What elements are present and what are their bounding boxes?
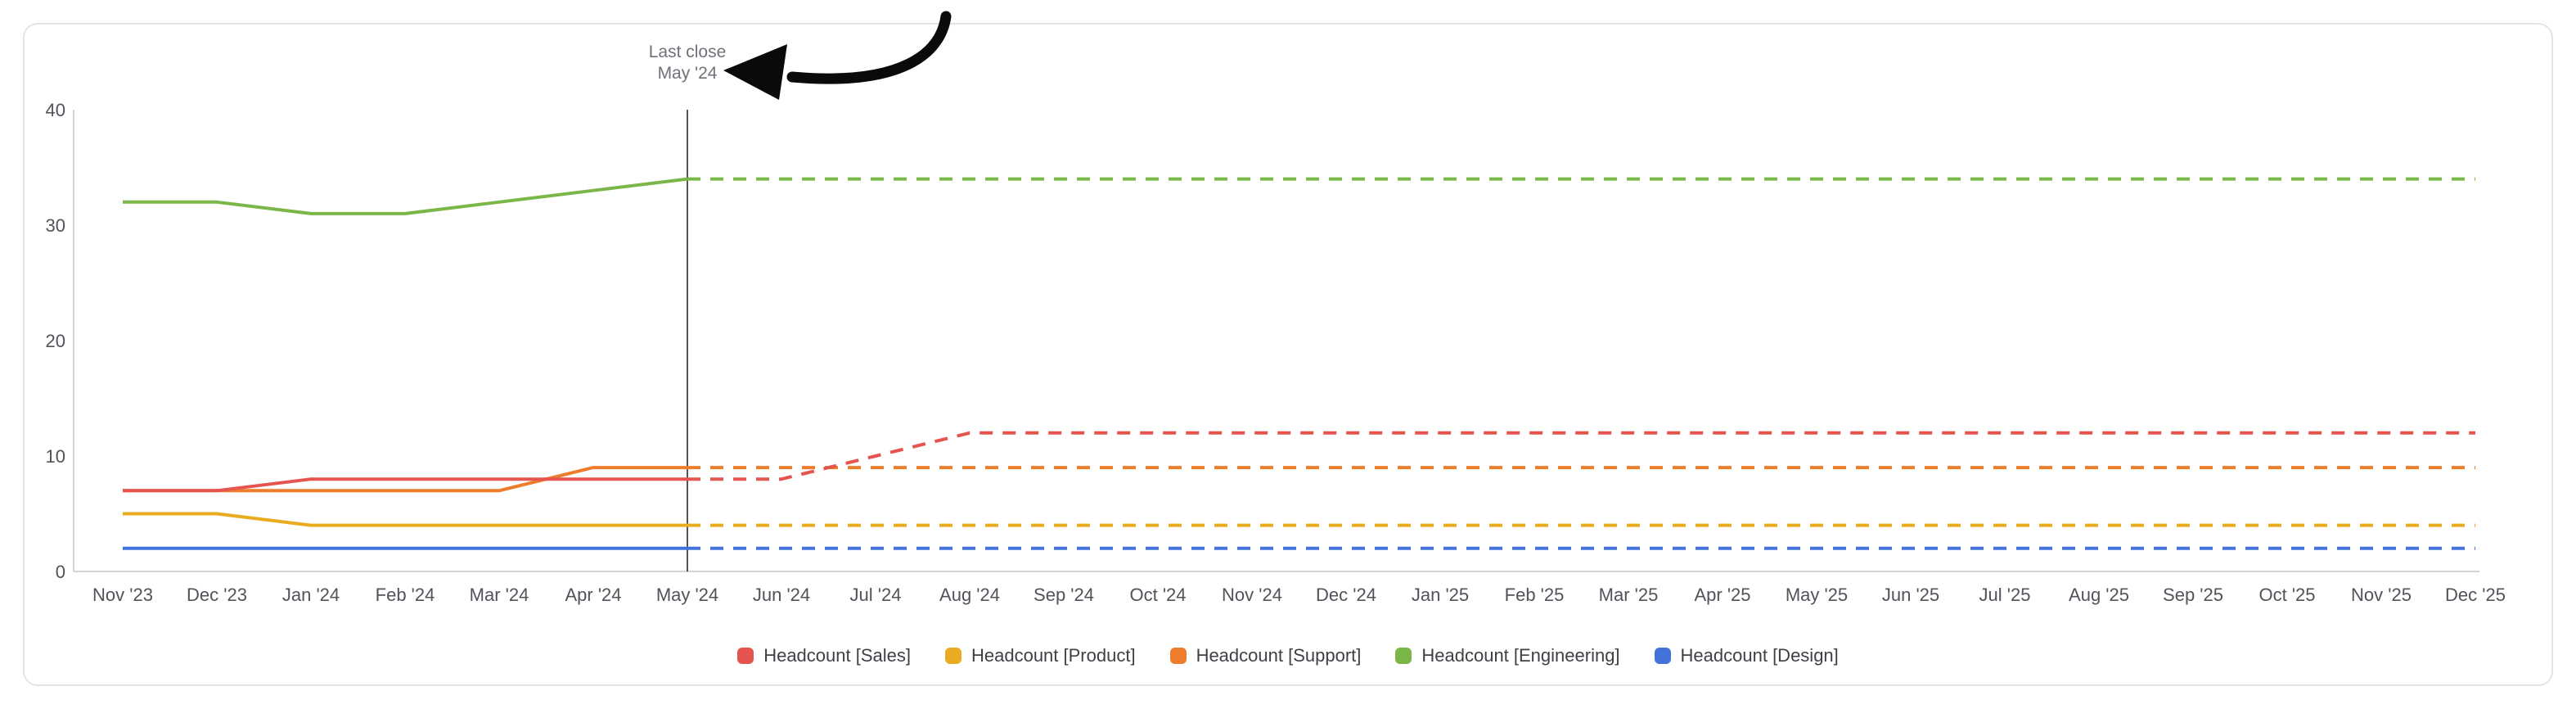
x-tick-label: Dec '23: [187, 585, 247, 605]
series-forecast-sales: [687, 431, 2475, 481]
legend-item-engineering[interactable]: Headcount [Engineering]: [1395, 645, 1620, 666]
legend-label: Headcount [Support]: [1196, 645, 1362, 666]
legend-item-sales[interactable]: Headcount [Sales]: [737, 645, 911, 666]
series-actuals-engineering: [123, 177, 688, 215]
series-actuals-product: [123, 512, 687, 527]
x-tick-label: Sep '25: [2163, 585, 2223, 605]
x-tick-label: Jul '24: [850, 585, 902, 605]
x-tick-label: Jan '25: [1412, 585, 1469, 605]
x-tick-label: Dec '24: [1316, 585, 1376, 605]
x-tick-label: Aug '25: [2069, 585, 2129, 605]
x-tick-label: May '25: [1786, 585, 1848, 605]
last-close-label-line2: May '24: [658, 64, 718, 83]
legend-label: Headcount [Engineering]: [1421, 645, 1620, 666]
chart-legend: Headcount [Sales] Headcount [Product] Head…: [25, 645, 2551, 666]
x-tick-label: Jun '24: [753, 585, 810, 605]
y-tick-label: 20: [46, 331, 65, 351]
x-tick-label: Jul '25: [1979, 585, 2031, 605]
x-tick-label: Apr '25: [1694, 585, 1750, 605]
x-tick-label: Nov '23: [92, 585, 153, 605]
x-tick-label: Oct '24: [1129, 585, 1186, 605]
legend-swatch-icon: [737, 648, 754, 664]
x-tick-label: Feb '25: [1505, 585, 1565, 605]
legend-item-design[interactable]: Headcount [Design]: [1654, 645, 1839, 666]
x-tick-label: Feb '24: [376, 585, 435, 605]
legend-swatch-icon: [1654, 648, 1671, 664]
x-tick-label: Apr '24: [565, 585, 621, 605]
x-tick-label: Dec '25: [2445, 585, 2506, 605]
x-tick-label: Mar '25: [1599, 585, 1659, 605]
legend-swatch-icon: [944, 648, 961, 664]
legend-label: Headcount [Product]: [971, 645, 1136, 666]
legend-swatch-icon: [1169, 648, 1187, 664]
annotation-arrow-head-icon: [723, 44, 787, 100]
chart-card: Headcount [Sales] Headcount [Product] Head…: [23, 23, 2553, 686]
y-tick-label: 0: [56, 562, 65, 582]
x-tick-label: Nov '24: [1222, 585, 1282, 605]
x-tick-label: Jun '25: [1882, 585, 1939, 605]
x-tick-label: Mar '24: [470, 585, 529, 605]
y-tick-label: 30: [46, 215, 65, 236]
x-tick-label: Sep '24: [1034, 585, 1094, 605]
legend-item-product[interactable]: Headcount [Product]: [944, 645, 1136, 666]
legend-swatch-icon: [1395, 648, 1412, 664]
y-tick-label: 40: [46, 100, 65, 120]
y-tick-label: 10: [46, 446, 65, 467]
x-tick-label: Nov '25: [2351, 585, 2412, 605]
x-tick-label: Oct '25: [2259, 585, 2315, 605]
x-tick-label: Aug '24: [939, 585, 1000, 605]
x-tick-label: May '24: [656, 585, 718, 605]
legend-item-support[interactable]: Headcount [Support]: [1169, 645, 1362, 666]
x-tick-label: Jan '24: [282, 585, 340, 605]
series-actuals-sales: [123, 477, 687, 493]
annotation-arrow: [786, 11, 952, 84]
legend-label: Headcount [Sales]: [763, 645, 911, 666]
legend-label: Headcount [Design]: [1680, 645, 1839, 666]
last-close-label-line1: Last close: [649, 43, 727, 61]
